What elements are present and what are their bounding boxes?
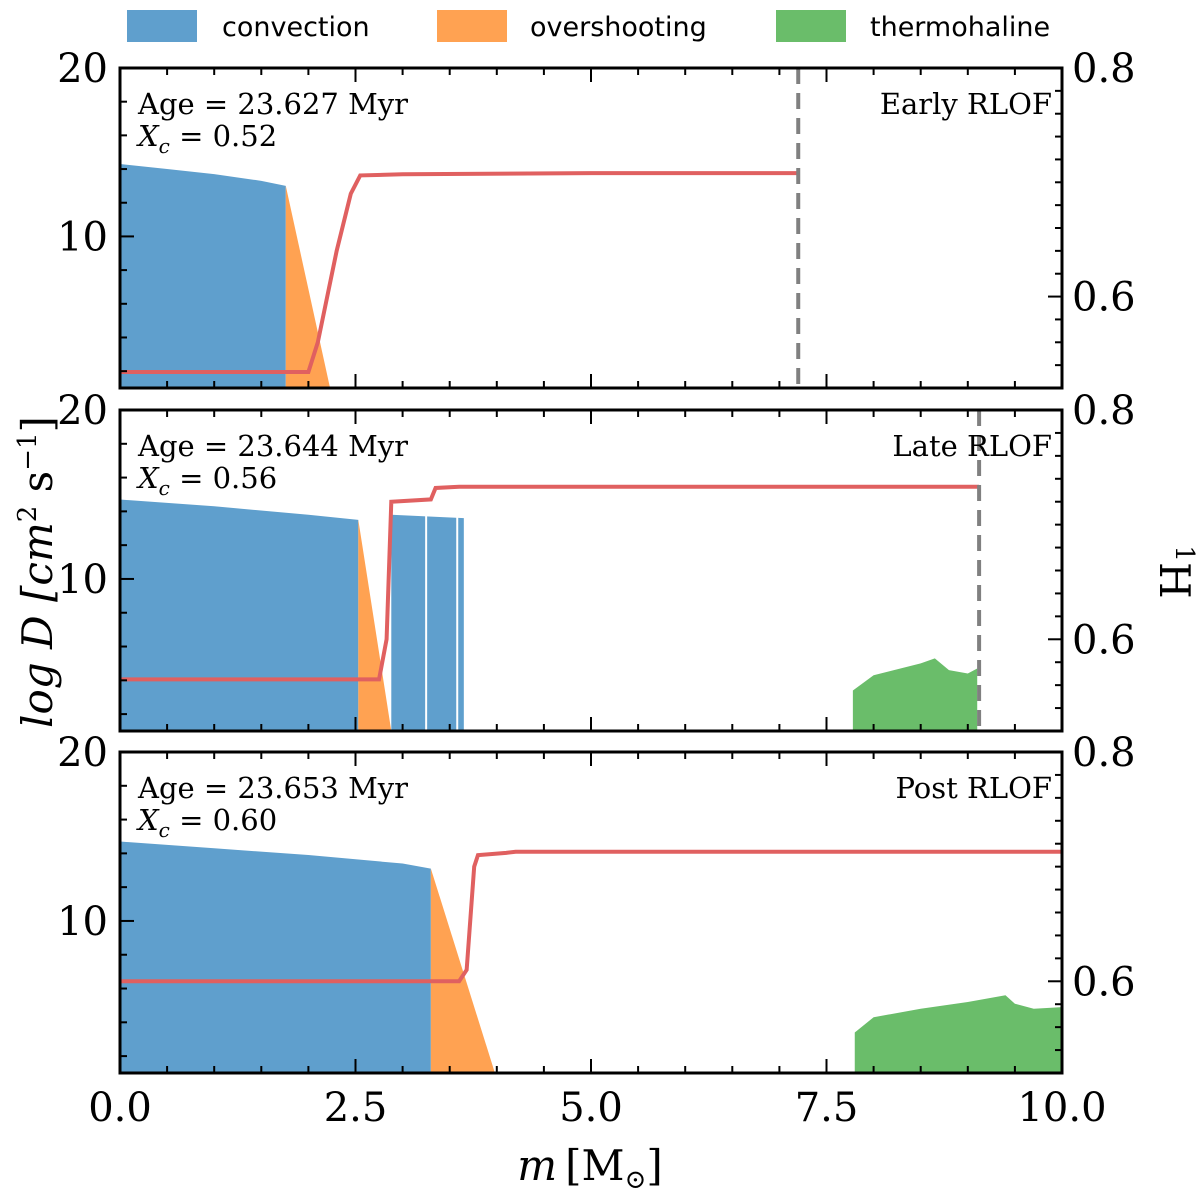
x-axis-label-unit: [M xyxy=(565,1141,624,1190)
y-right-tick-label: 0.6 xyxy=(1072,959,1136,1005)
x-axis-label-var: m xyxy=(517,1141,557,1190)
y-axis-label-left-sup2: −1 xyxy=(13,432,43,470)
age-annotation: Age = 23.653 Myr xyxy=(137,771,408,805)
sun-symbol-icon: ⊙ xyxy=(625,1165,647,1195)
panel-plot-area xyxy=(120,841,1062,1073)
xc-sub: c xyxy=(159,476,170,500)
xc-sub: c xyxy=(159,818,170,842)
y-axis-label-left-sup1: 2 xyxy=(13,506,43,523)
y-axis-label-left-mid: s xyxy=(13,471,62,506)
y-right-tick-label: 0.8 xyxy=(1072,730,1136,776)
x-tick-label: 10.0 xyxy=(1017,1085,1106,1131)
x-tick-label: 0.0 xyxy=(88,1085,152,1131)
legend-swatch-overshooting xyxy=(437,10,507,42)
legend-swatch-convection xyxy=(127,10,197,42)
panel-stage-label: Post RLOF xyxy=(895,771,1052,805)
x-axis-label: m [M⊙] xyxy=(517,1141,662,1195)
y-right-tick-label: 0.6 xyxy=(1072,275,1136,321)
y-right-tick-label: 0.6 xyxy=(1072,617,1136,663)
y-axis-label-right: 1H xyxy=(1150,545,1199,598)
y-left-tick-label: 10 xyxy=(57,557,108,603)
legend: convection overshooting thermohaline xyxy=(127,10,1050,43)
xc-value: = 0.52 xyxy=(170,119,277,153)
panel-stage-label: Early RLOF xyxy=(880,87,1052,121)
panel-stage-label: Late RLOF xyxy=(892,429,1052,463)
convection-area xyxy=(120,164,286,388)
xc-value: = 0.60 xyxy=(170,803,277,837)
thermohaline-area xyxy=(854,995,1062,1073)
y-left-tick-label: 20 xyxy=(57,46,108,92)
y-right-tick-label: 0.8 xyxy=(1072,46,1136,92)
convection-shell-area xyxy=(391,514,464,731)
h1-abundance-line xyxy=(120,484,980,682)
h1-abundance-line xyxy=(120,849,1062,984)
y-axis-label-left-main: log D [cm xyxy=(13,522,62,728)
y-left-tick-label: 10 xyxy=(57,214,108,260)
xc-var: X xyxy=(136,803,160,837)
convection-area xyxy=(120,841,431,1073)
xc-annotation: Xc = 0.60 xyxy=(136,803,277,842)
y-axis-label-right-main: H xyxy=(1150,562,1199,599)
x-tick-label: 2.5 xyxy=(324,1085,388,1131)
overshooting-area xyxy=(430,868,495,1073)
x-tick-label: 7.5 xyxy=(795,1085,859,1131)
y-right-tick-label: 0.8 xyxy=(1072,388,1136,434)
panel-plot-area xyxy=(120,410,982,731)
xc-annotation: Xc = 0.56 xyxy=(136,461,277,500)
y-axis-label-left: log D [cm2 s−1] xyxy=(13,416,62,728)
panel-plot-area xyxy=(120,68,801,388)
y-axis-label-right-sup: 1 xyxy=(1169,545,1199,562)
x-tick-label: 5.0 xyxy=(559,1085,623,1131)
y-left-tick-label: 10 xyxy=(57,899,108,945)
legend-label-thermohaline: thermohaline xyxy=(870,12,1050,43)
y-axis-label-left-close: ] xyxy=(13,416,62,432)
xc-annotation: Xc = 0.52 xyxy=(136,119,277,158)
legend-label-overshooting: overshooting xyxy=(530,12,707,43)
age-annotation: Age = 23.644 Myr xyxy=(137,429,408,463)
thermohaline-area xyxy=(852,658,978,731)
age-annotation: Age = 23.627 Myr xyxy=(137,87,408,121)
h1-abundance-line xyxy=(120,171,799,374)
y-left-tick-label: 20 xyxy=(57,388,108,434)
xc-var: X xyxy=(136,461,160,495)
overshooting-area xyxy=(285,185,331,388)
y-left-tick-label: 20 xyxy=(57,730,108,776)
panel-3: 10 20 0.6 0.8 0.0 2.5 5.0 7.5 10.0 Age = 23.653 M… xyxy=(57,730,1136,1131)
xc-value: = 0.56 xyxy=(170,461,277,495)
x-axis-label-unit-close: ] xyxy=(646,1141,662,1190)
xc-sub: c xyxy=(159,134,170,158)
xc-var: X xyxy=(136,119,160,153)
convection-area xyxy=(120,499,359,731)
legend-swatch-thermohaline xyxy=(776,10,846,42)
legend-label-convection: convection xyxy=(222,12,370,43)
